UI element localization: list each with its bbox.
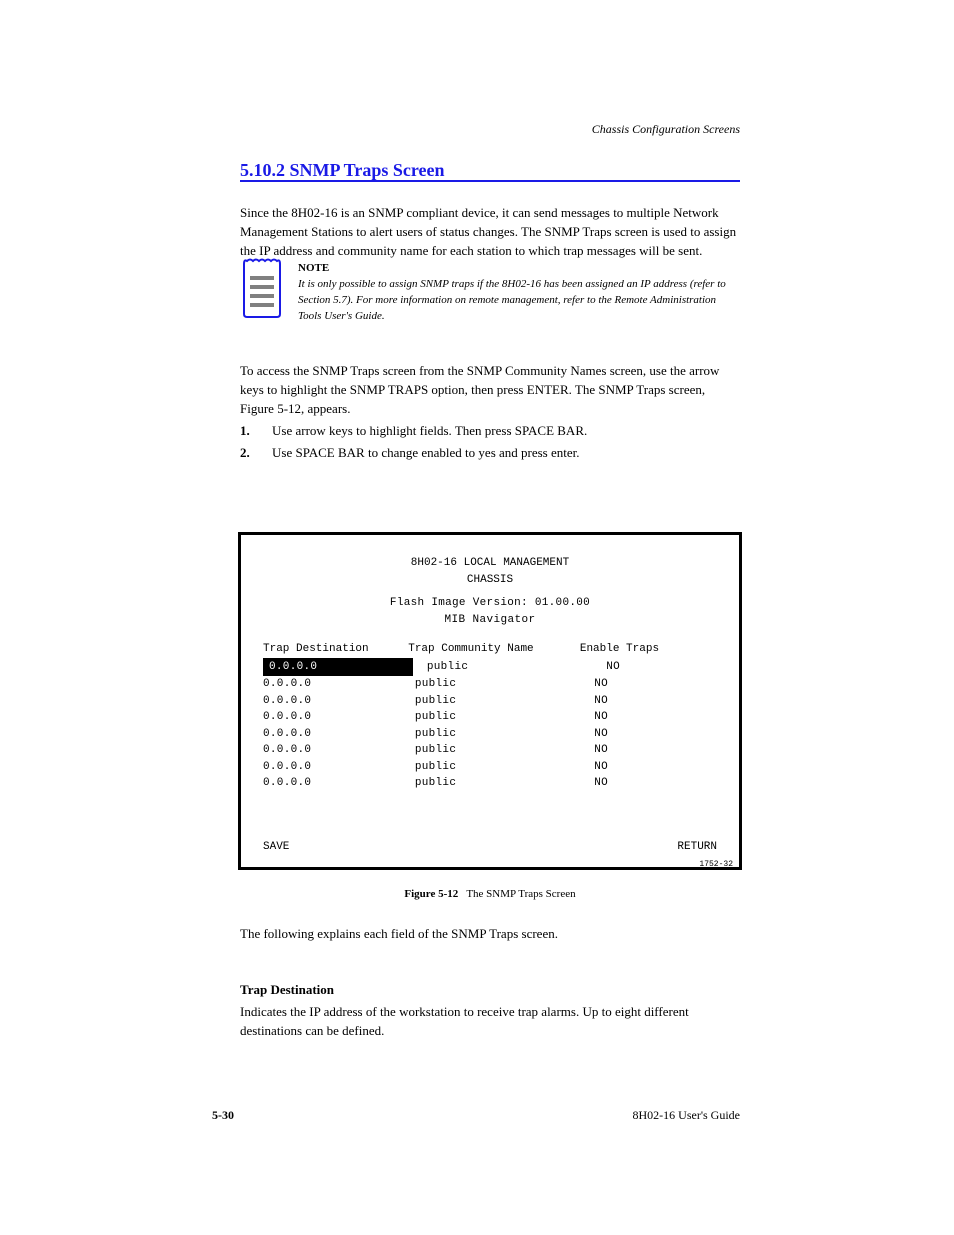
step-text: Use SPACE BAR to change enabled to yes a…: [272, 442, 580, 464]
figure-caption: Figure 5-12 The SNMP Traps Screen: [238, 888, 742, 900]
terminal-mib: MIB Navigator: [263, 612, 717, 629]
running-header: Chassis Configuration Screens: [592, 122, 740, 137]
terminal-version: Flash Image Version: 01.00.00: [263, 595, 717, 612]
intro-paragraph: Since the 8H02-16 is an SNMP compliant d…: [240, 204, 740, 261]
instruction-list: 1. Use arrow keys to highlight fields. T…: [240, 420, 740, 464]
terminal-footer: SAVE RETURN: [263, 841, 717, 853]
note-icon: [241, 256, 281, 318]
figure-title: The SNMP Traps Screen: [466, 888, 575, 900]
step-number: 1.: [240, 420, 258, 442]
field-body: Indicates the IP address of the workstat…: [240, 1002, 740, 1041]
page-number: 5-30: [212, 1108, 234, 1123]
field-name: Trap Destination: [240, 980, 740, 1000]
terminal-subtitle: CHASSIS: [263, 572, 717, 589]
field-block: Trap Destination Indicates the IP addres…: [240, 980, 740, 1041]
description-paragraph: The following explains each field of the…: [240, 924, 740, 944]
terminal-table: Trap Destination Trap Community Name Ena…: [263, 641, 717, 792]
list-item: 1. Use arrow keys to highlight fields. T…: [240, 420, 740, 442]
list-item: 2. Use SPACE BAR to change enabled to ye…: [240, 442, 740, 464]
note-text: NOTE It is only possible to assign SNMP …: [298, 261, 740, 325]
step-number: 2.: [240, 442, 258, 464]
figure-number: Figure 5-12: [404, 888, 458, 900]
section-rule: [240, 180, 740, 182]
terminal-return: RETURN: [677, 841, 717, 853]
step-text: Use arrow keys to highlight fields. Then…: [272, 420, 587, 442]
section-title: 5.10.2 SNMP Traps Screen: [240, 160, 445, 181]
doc-title: 8H02-16 User's Guide: [633, 1108, 740, 1123]
page: Chassis Configuration Screens 5.10.2 SNM…: [0, 0, 954, 1235]
note-label: NOTE: [298, 262, 329, 274]
instruction-paragraph: To access the SNMP Traps screen from the…: [240, 362, 740, 419]
terminal-save: SAVE: [263, 841, 289, 853]
note-body: It is only possible to assign SNMP traps…: [298, 278, 726, 322]
terminal-panel-code: 1752-32: [699, 860, 733, 869]
terminal-screenshot: 8H02-16 LOCAL MANAGEMENT CHASSIS Flash I…: [238, 532, 742, 870]
terminal-title: 8H02-16 LOCAL MANAGEMENT: [263, 555, 717, 572]
